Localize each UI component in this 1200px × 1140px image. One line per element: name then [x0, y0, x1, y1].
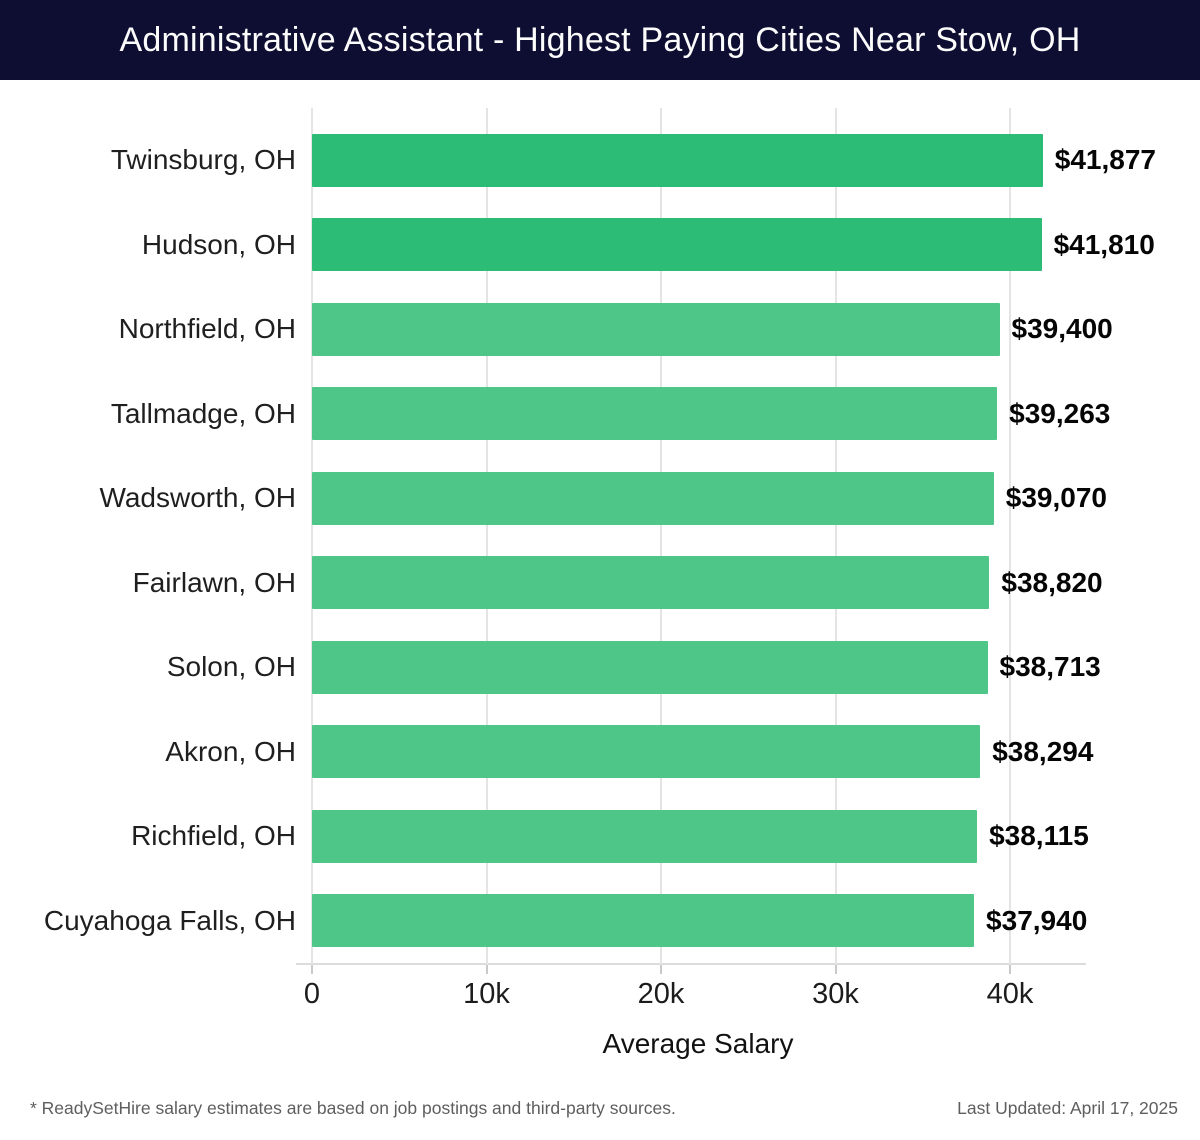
x-axis-tick-label: 0 — [303, 978, 321, 1010]
gridline — [1009, 108, 1011, 965]
category-label: Wadsworth, OH — [99, 482, 296, 514]
salary-bar — [312, 387, 998, 441]
value-label: $41,877 — [1054, 144, 1156, 176]
category-label: Tallmadge, OH — [110, 397, 296, 429]
salary-bar — [312, 218, 1042, 272]
x-axis-tick — [660, 965, 662, 974]
value-label: $41,810 — [1053, 228, 1155, 260]
bar-row: Wadsworth, OH $39,070 — [0, 456, 1200, 541]
category-label: Akron, OH — [165, 735, 296, 767]
salary-bar — [312, 640, 988, 694]
gridline — [660, 108, 662, 965]
source-note: * ReadySetHire salary estimates are base… — [30, 1098, 676, 1118]
category-label: Northfield, OH — [118, 313, 296, 345]
category-label: Cuyahoga Falls, OH — [43, 904, 296, 936]
salary-bar — [312, 133, 1043, 187]
salary-bar-chart: Average Salary 0 10k 20k 30k 40k Twinsburg, O… — [0, 80, 1200, 1140]
bar-row: Tallmadge, OH $39,263 — [0, 372, 1200, 457]
bar-row: Fairlawn, OH $38,820 — [0, 541, 1200, 626]
header-banner: Administrative Assistant - Highest Payin… — [0, 0, 1200, 80]
salary-bar — [312, 809, 978, 863]
bar-row: Akron, OH $38,294 — [0, 710, 1200, 795]
category-label: Hudson, OH — [141, 228, 296, 260]
bar-row: Solon, OH $38,713 — [0, 625, 1200, 710]
x-axis-tick-label: 30k — [812, 978, 859, 1010]
value-label: $39,263 — [1009, 397, 1111, 429]
bar-row: Hudson, OH $41,810 — [0, 203, 1200, 288]
bar-row: Cuyahoga Falls, OH $37,940 — [0, 879, 1200, 964]
x-axis-tick-label: 40k — [986, 978, 1034, 1010]
salary-bar — [312, 302, 1000, 356]
salary-bar — [312, 471, 994, 525]
bar-row: Northfield, OH $39,400 — [0, 287, 1200, 372]
x-axis-tick — [834, 965, 837, 974]
value-label: $38,294 — [992, 735, 1094, 767]
gridline — [834, 108, 837, 965]
x-axis-tick — [311, 965, 313, 974]
gridline — [311, 108, 313, 965]
salary-bar — [312, 725, 981, 779]
bar-row: Twinsburg, OH $41,877 — [0, 118, 1200, 203]
x-axis-tick-label: 20k — [637, 978, 685, 1010]
x-axis-tick — [485, 965, 488, 974]
value-label: $37,940 — [986, 904, 1088, 936]
page-title: Administrative Assistant - Highest Payin… — [119, 20, 1081, 59]
category-label: Twinsburg, OH — [110, 144, 296, 176]
gridline — [485, 108, 488, 965]
value-label: $39,070 — [1005, 482, 1107, 514]
category-label: Richfield, OH — [131, 820, 296, 852]
x-axis-tick-label: 10k — [463, 978, 510, 1010]
x-axis-line — [296, 963, 1086, 965]
salary-bar — [312, 894, 975, 948]
category-label: Solon, OH — [166, 651, 296, 683]
last-updated: Last Updated: April 17, 2025 — [957, 1098, 1178, 1118]
footer: * ReadySetHire salary estimates are base… — [30, 1098, 1178, 1119]
value-label: $39,400 — [1011, 313, 1113, 345]
category-label: Fairlawn, OH — [132, 566, 296, 598]
x-axis-tick — [1009, 965, 1011, 974]
value-label: $38,713 — [999, 651, 1101, 683]
value-label: $38,115 — [989, 820, 1089, 852]
bar-row: Richfield, OH $38,115 — [0, 794, 1200, 879]
x-axis-title: Average Salary — [602, 1028, 794, 1059]
value-label: $38,820 — [1001, 566, 1103, 598]
salary-bar — [312, 556, 990, 610]
